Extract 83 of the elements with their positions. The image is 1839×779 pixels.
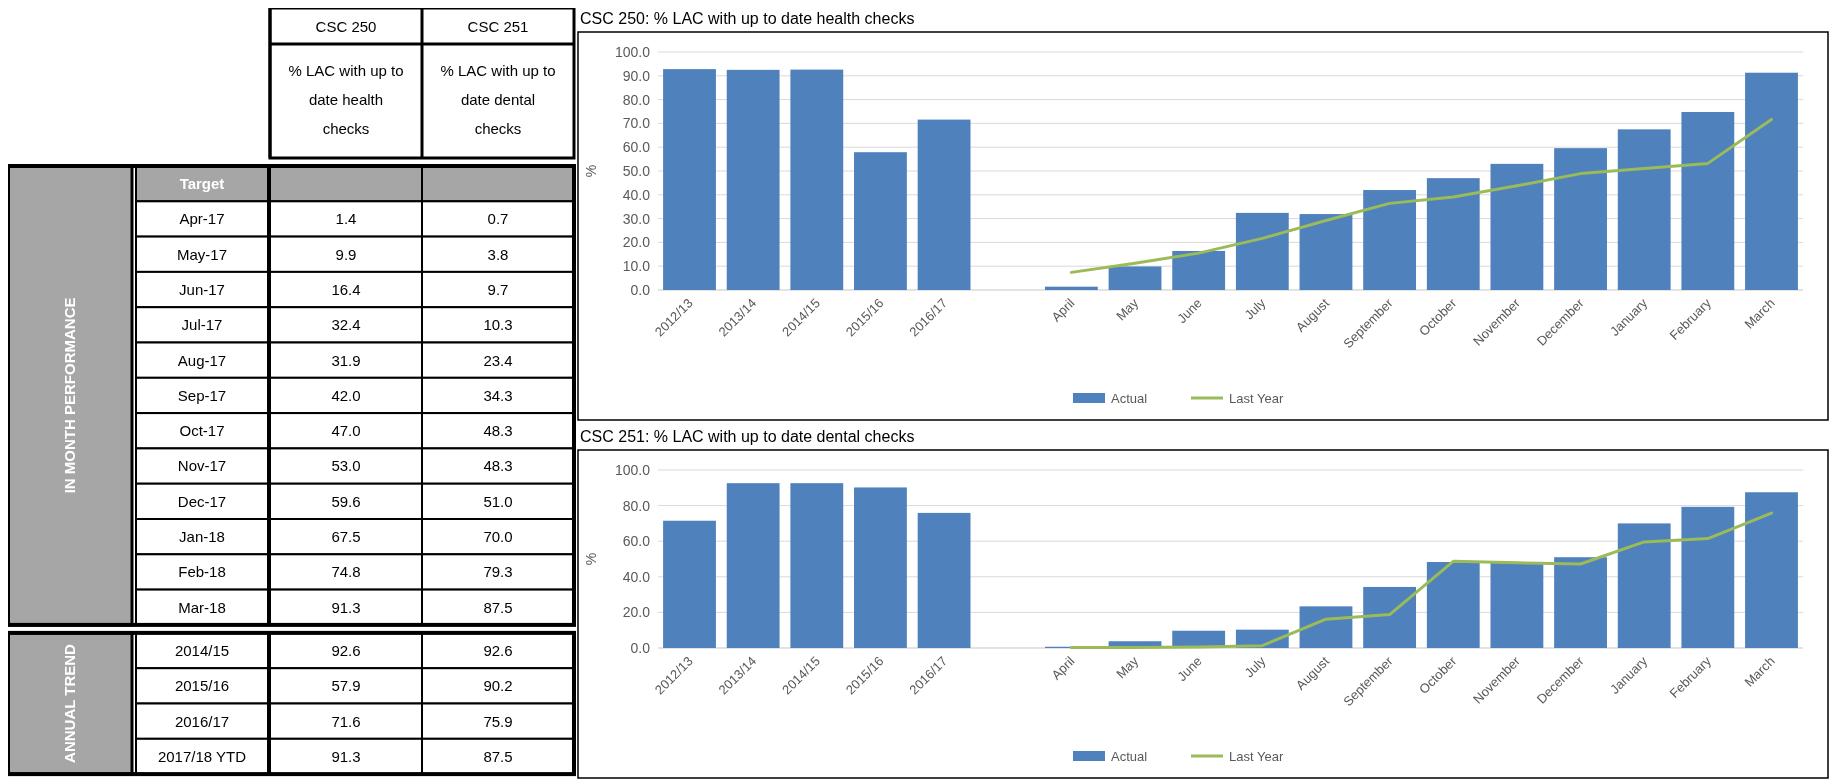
- legend-label: Last Year: [1229, 749, 1284, 764]
- y-tick-label: 60.0: [622, 533, 651, 550]
- data-label: 16.4: [331, 280, 361, 298]
- category-label: Jul-17: [181, 316, 223, 334]
- data-label: 0.7: [487, 210, 509, 228]
- y-axis-title: %: [583, 552, 599, 566]
- y-tick-label: 80.0: [622, 91, 651, 108]
- y-tick-label: 60.0: [622, 139, 651, 156]
- data-label: 74.8: [331, 563, 361, 581]
- data-label: 87.5: [483, 747, 513, 765]
- data-label: 91.3: [331, 598, 361, 616]
- category-label: Mar-18: [178, 598, 226, 616]
- legend-label: Actual: [1111, 749, 1148, 764]
- data-label: 57.9: [331, 677, 361, 695]
- data-label: 9.9: [335, 245, 357, 263]
- text: Target: [179, 175, 225, 192]
- y-axis-title: %: [583, 164, 599, 178]
- y-tick-label: 10.0: [622, 258, 651, 275]
- data-label: 1.4: [335, 210, 357, 228]
- data-label: 3.8: [487, 245, 509, 263]
- data-label: 71.6: [331, 712, 361, 730]
- legend-label: Actual: [1111, 391, 1148, 406]
- data-label: 34.3: [483, 386, 513, 404]
- y-tick-label: 50.0: [622, 163, 651, 179]
- x-tick-label: July: [1241, 653, 1269, 681]
- category-label: May-17: [176, 245, 228, 263]
- data-label: 48.3: [483, 457, 513, 475]
- category-label: Oct-17: [179, 422, 225, 440]
- data-label: 92.6: [483, 641, 513, 659]
- legend-label: Last Year: [1229, 391, 1284, 406]
- y-tick-label: 20.0: [622, 234, 651, 251]
- text: ANNUAL TREND: [61, 643, 78, 763]
- data-label: 59.6: [331, 492, 361, 510]
- text: % LAC with up to date health checks: [288, 62, 404, 137]
- y-tick-label: 30.0: [622, 210, 651, 227]
- data-label: 87.5: [483, 598, 513, 616]
- category-label: 2016/17: [174, 712, 230, 730]
- data-label: 47.0: [331, 422, 361, 440]
- data-label: 42.0: [331, 386, 361, 404]
- category-label: Aug-17: [177, 351, 227, 369]
- y-tick-label: 100.0: [614, 44, 651, 60]
- category-label: Apr-17: [179, 210, 225, 228]
- text: CSC 250: [315, 18, 377, 35]
- data-label: 32.4: [331, 316, 361, 334]
- x-tick-label: May: [1113, 295, 1142, 324]
- data-label: 23.4: [483, 351, 513, 369]
- category-label: Jan-18: [179, 528, 225, 545]
- data-label: 51.0: [483, 492, 513, 510]
- data-label: 31.9: [331, 351, 361, 369]
- text: IN MONTH PERFORMANCE: [61, 297, 78, 494]
- x-tick-label: May: [1113, 653, 1142, 682]
- text: % LAC with up to date dental checks: [440, 62, 556, 137]
- data-label: 70.0: [483, 528, 513, 545]
- category-label: 2017/18 YTD: [157, 747, 247, 765]
- chart-title: CSC 251: % LAC with up to date dental checks: [580, 428, 915, 445]
- data-label: 10.3: [483, 316, 513, 334]
- category-label: Dec-17: [177, 492, 227, 510]
- data-label: 92.6: [331, 641, 361, 659]
- y-tick-label: 100.0: [614, 462, 651, 478]
- category-label: 2014/15: [174, 641, 230, 659]
- data-label: 53.0: [331, 457, 361, 475]
- data-label: 91.3: [331, 747, 361, 765]
- y-tick-label: 70.0: [622, 115, 651, 132]
- text: CSC 251: [467, 18, 529, 35]
- category-label: Nov-17: [177, 457, 227, 475]
- data-label: 79.3: [483, 563, 513, 581]
- x-tick-label: July: [1241, 295, 1269, 323]
- category-label: Feb-18: [178, 563, 226, 581]
- y-tick-label: 0.0: [630, 640, 651, 656]
- y-tick-label: 90.0: [622, 67, 651, 84]
- category-label: Jun-17: [179, 280, 225, 298]
- y-tick-label: 20.0: [622, 604, 651, 621]
- data-label: 90.2: [483, 677, 513, 695]
- y-tick-label: 40.0: [622, 186, 651, 203]
- y-tick-label: 40.0: [622, 568, 651, 585]
- data-label: 9.7: [487, 280, 509, 298]
- y-tick-label: 0.0: [630, 282, 651, 298]
- data-label: 67.5: [331, 528, 361, 545]
- chart-title: CSC 250: % LAC with up to date health checks: [580, 10, 915, 27]
- data-label: 48.3: [483, 422, 513, 440]
- category-label: Sep-17: [177, 386, 227, 404]
- y-tick-label: 80.0: [622, 497, 651, 514]
- data-label: 75.9: [483, 712, 513, 730]
